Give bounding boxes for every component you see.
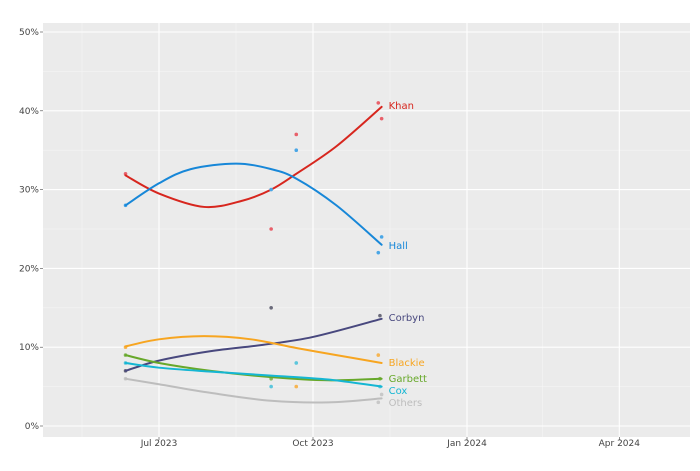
data-point bbox=[376, 101, 381, 105]
data-point bbox=[294, 361, 299, 365]
data-point bbox=[269, 384, 273, 389]
x-axis: Jul 2023 Oct 2023 Jan 2024 Apr 2024 bbox=[140, 437, 641, 449]
series-cox: Cox bbox=[123, 361, 408, 397]
series-label: Others bbox=[389, 398, 423, 409]
series-corbyn: Corbyn bbox=[123, 306, 425, 373]
series-label: Cox bbox=[389, 386, 408, 397]
data-point bbox=[269, 187, 273, 192]
data-point bbox=[294, 148, 299, 152]
y-tick-label: 50% bbox=[19, 28, 39, 38]
y-tick-label: 0% bbox=[25, 422, 40, 432]
x-tick-label: Apr 2024 bbox=[599, 439, 641, 449]
y-axis: 0% 10% 20% 30% 40% 50% bbox=[19, 28, 43, 432]
series-khan: Khan bbox=[123, 101, 414, 231]
trend-line bbox=[124, 377, 383, 404]
trend-line bbox=[124, 162, 383, 246]
trend-line bbox=[124, 105, 383, 209]
data-point bbox=[123, 172, 128, 176]
data-point bbox=[294, 384, 299, 389]
series-label: Corbyn bbox=[389, 313, 425, 324]
data-point bbox=[294, 132, 299, 137]
data-point bbox=[376, 250, 381, 255]
y-tick-label: 30% bbox=[19, 186, 39, 196]
data-point bbox=[376, 353, 381, 357]
y-tick-label: 10% bbox=[19, 343, 39, 353]
gridlines bbox=[43, 23, 690, 437]
series-label: Garbett bbox=[389, 374, 427, 385]
trend-line bbox=[124, 335, 383, 364]
series-label: Hall bbox=[389, 241, 408, 252]
data-point bbox=[379, 235, 384, 239]
y-tick-label: 40% bbox=[19, 107, 39, 117]
x-tick-label: Jan 2024 bbox=[446, 439, 487, 449]
trend-line bbox=[124, 317, 383, 372]
x-tick-label: Jul 2023 bbox=[140, 439, 178, 449]
series-label: Khan bbox=[389, 101, 414, 112]
data-point bbox=[379, 392, 384, 397]
data-point bbox=[378, 313, 382, 318]
trend-line bbox=[124, 361, 383, 388]
x-tick-label: Oct 2023 bbox=[292, 439, 333, 449]
series-label: Blackie bbox=[389, 358, 425, 369]
data-point bbox=[269, 306, 273, 310]
series-others: Others bbox=[123, 376, 423, 409]
data-point bbox=[376, 400, 381, 405]
series-blackie: Blackie bbox=[123, 335, 425, 389]
data-point bbox=[269, 227, 273, 231]
data-point bbox=[379, 116, 384, 121]
series-hall: Hall bbox=[123, 148, 408, 255]
y-tick-label: 20% bbox=[19, 264, 39, 274]
